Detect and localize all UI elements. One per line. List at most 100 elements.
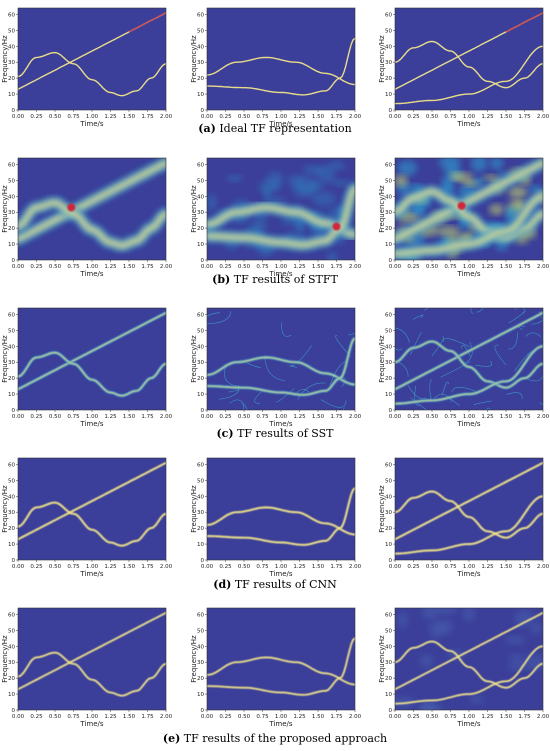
texture-streak [297, 382, 326, 400]
y-tick-label: 0 [389, 108, 393, 114]
caption-text: TF results of STFT [230, 273, 338, 286]
ridge-A-1 [18, 199, 166, 249]
x-tick-label: 2.00 [160, 714, 173, 720]
texture-streak [423, 308, 429, 311]
x-tick-label: 0.25 [30, 414, 43, 420]
x-tick-label: 1.75 [330, 714, 343, 720]
y-tick-label: 0 [12, 408, 16, 414]
y-tick-label: 30 [385, 360, 392, 366]
y-axis-label: Frequency/Hz [378, 35, 386, 83]
x-tick-label: 1.25 [104, 564, 117, 570]
x-axis-label: Time/s [79, 270, 103, 278]
texture-streak [410, 332, 422, 356]
texture-blob [397, 612, 409, 628]
x-tick-label: 0.00 [389, 264, 402, 270]
x-tick-label: 1.00 [463, 264, 476, 270]
ridge-A-1 [18, 651, 166, 697]
y-tick-label: 30 [8, 60, 15, 66]
y-tick-label: 40 [197, 344, 204, 350]
y-tick-label: 40 [8, 194, 15, 200]
y-tick-label: 0 [201, 258, 205, 264]
y-tick-label: 20 [8, 526, 15, 532]
texture-blob [483, 174, 499, 181]
texture-blob [514, 609, 534, 627]
x-tick-label: 0.25 [219, 114, 232, 120]
caption-label: (e) [163, 732, 180, 745]
y-tick-label: 50 [8, 28, 15, 34]
texture-blob [419, 701, 437, 710]
x-axis-label: Time/s [79, 570, 103, 578]
texture-streak [440, 361, 471, 378]
energy-hotspot [67, 203, 76, 212]
x-tick-label: 1.75 [518, 264, 531, 270]
row-caption-proposed: (e) TF results of the proposed approach [163, 732, 387, 745]
y-tick-label: 10 [197, 92, 204, 98]
row-caption-sst: (c) TF results of SST [216, 427, 334, 440]
y-tick-label: 0 [12, 258, 16, 264]
y-tick-label: 40 [8, 644, 15, 650]
x-tick-label: 0.50 [238, 114, 251, 120]
x-tick-label: 2.00 [537, 564, 550, 570]
y-tick-label: 30 [385, 510, 392, 516]
y-tick-label: 60 [8, 612, 15, 618]
texture-streak [494, 344, 507, 366]
x-tick-label: 0.50 [238, 714, 251, 720]
x-tick-label: 1.00 [275, 414, 288, 420]
x-tick-label: 1.00 [86, 564, 99, 570]
ridge-C-2 [395, 45, 543, 105]
x-tick-label: 1.75 [330, 564, 343, 570]
x-tick-label: 0.75 [444, 264, 457, 270]
texture-blob [302, 165, 324, 175]
texture-streak [508, 311, 525, 324]
texture-blob [288, 174, 305, 189]
x-tick-label: 0.00 [389, 714, 402, 720]
x-tick-label: 1.75 [141, 264, 154, 270]
caption-label: (a) [198, 122, 216, 135]
texture-blob [441, 175, 455, 191]
x-tick-label: 1.50 [312, 564, 325, 570]
x-tick-label: 0.00 [201, 264, 214, 270]
y-tick-label: 60 [8, 162, 15, 168]
x-tick-label: 0.25 [407, 564, 420, 570]
x-tick-label: 1.25 [293, 114, 306, 120]
y-tick-label: 40 [8, 344, 15, 350]
texture-blob [413, 206, 424, 214]
panel-proposed-C: 0.00 0.25 0.50 0.75 1.00 1.25 1.50 1.75 2.00 0 10 2… [378, 607, 550, 728]
x-tick-label: 2.00 [160, 564, 173, 570]
texture-blob [419, 654, 434, 668]
y-tick-label: 20 [197, 76, 204, 82]
texture-streak [525, 374, 543, 382]
y-tick-label: 50 [385, 28, 392, 34]
panel-stft-B: 0.00 0.25 0.50 0.75 1.00 1.25 1.50 1.75 2.00 0 10 2… [190, 157, 362, 278]
texture-blob [462, 608, 476, 621]
texture-streak [429, 378, 433, 400]
x-axis-label: Time/s [456, 420, 480, 428]
row-caption-ideal: (a) Ideal TF representation [198, 122, 351, 135]
x-tick-label: 0.00 [12, 714, 25, 720]
ridge-B-1 [207, 637, 355, 696]
x-tick-label: 1.00 [275, 264, 288, 270]
texture-blob [527, 185, 543, 193]
x-tick-label: 0.25 [407, 714, 420, 720]
x-axis-label: Time/s [456, 120, 480, 128]
x-tick-label: 2.00 [160, 264, 173, 270]
y-axis-label: Frequency/Hz [1, 185, 9, 233]
texture-blob [311, 191, 336, 206]
x-axis-label: Time/s [268, 420, 292, 428]
x-tick-label: 1.25 [481, 114, 494, 120]
ridge-C-0 [395, 159, 543, 243]
x-axis-label: Time/s [79, 420, 103, 428]
y-tick-label: 60 [197, 462, 204, 468]
x-tick-label: 1.25 [481, 714, 494, 720]
panel-ideal-A: 0.00 0.25 0.50 0.75 1.00 1.25 1.50 1.75 2.00 0 10 2… [1, 7, 173, 128]
y-tick-label: 60 [385, 312, 392, 318]
plot-background [18, 8, 166, 110]
ridge-C-2 [395, 345, 543, 405]
x-tick-label: 2.00 [537, 114, 550, 120]
texture-streak [473, 400, 492, 406]
x-tick-label: 2.00 [537, 264, 550, 270]
panel-proposed-B: 0.00 0.25 0.50 0.75 1.00 1.25 1.50 1.75 2.00 0 10 2… [190, 607, 362, 728]
x-tick-label: 0.75 [256, 414, 269, 420]
y-axis-label: Frequency/Hz [190, 485, 198, 533]
x-axis-label: Time/s [268, 120, 292, 128]
